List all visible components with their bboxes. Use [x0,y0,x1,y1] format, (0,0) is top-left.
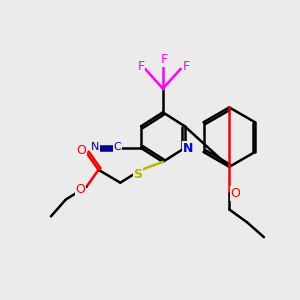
Text: F: F [137,60,145,73]
Text: F: F [160,53,167,66]
Text: F: F [183,60,190,73]
Text: N: N [182,142,193,154]
Text: N: N [91,142,100,152]
Text: O: O [77,145,87,158]
Text: O: O [76,183,85,196]
Text: C: C [113,142,121,152]
Text: O: O [230,187,240,200]
Text: S: S [134,168,142,181]
